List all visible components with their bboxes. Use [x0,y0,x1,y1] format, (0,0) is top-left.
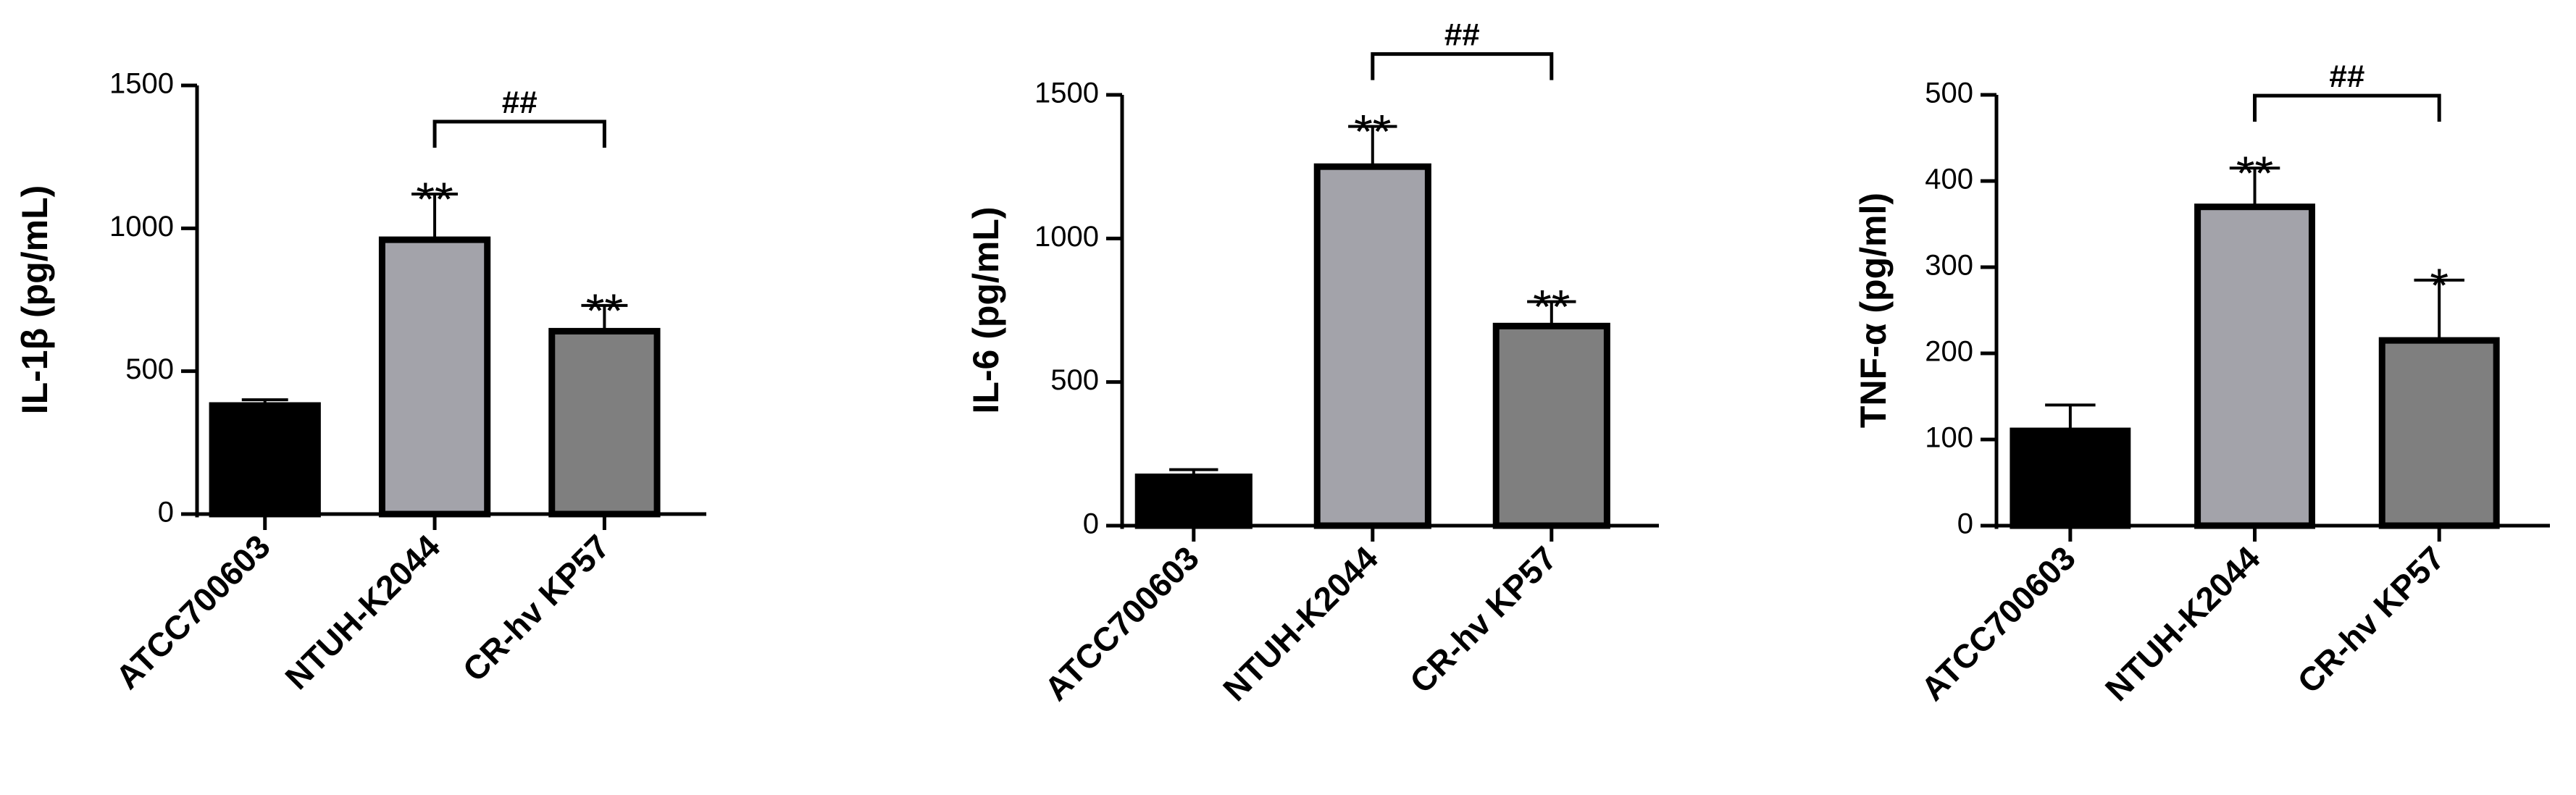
bar [2194,203,2315,529]
y-tick-label: 0 [158,497,174,529]
bar [1134,474,1253,529]
significance-label: * [2430,258,2449,312]
y-tick-label: 1000 [1034,221,1099,253]
y-tick-label: 1500 [109,68,174,100]
y-tick-label: 500 [1050,364,1099,396]
significance-label: ** [2236,146,2273,200]
y-axis-label: TNF-α (pg/ml) [1853,193,1894,428]
y-tick-label: 300 [1925,250,1973,282]
y-tick-label: 100 [1925,422,1973,454]
bar [378,236,491,518]
significance-label: ** [586,284,623,337]
x-tick-label: NTUH-K2044 [1216,539,1385,708]
comparison-bracket [1371,52,1554,80]
y-tick-label: 400 [1925,164,1973,195]
significance-label: ** [1354,105,1391,159]
x-tick-label: NTUH-K2044 [2098,539,2267,708]
bar [548,327,661,518]
comparison-label: ## [1444,17,1480,53]
y-tick-label: 200 [1925,336,1973,368]
bar [1492,322,1610,529]
significance-label: ** [416,172,453,226]
bar [1313,163,1431,529]
x-tick-label: NTUH-K2044 [277,527,447,697]
y-tick-label: 500 [1925,77,1973,109]
y-tick-label: 1000 [109,211,174,243]
bar [2010,427,2131,529]
bar [209,402,321,518]
y-axis-label: IL-1β (pg/mL) [14,185,55,415]
x-tick-label: ATCC700603 [109,527,277,696]
x-tick-label: ATCC700603 [1914,539,2083,707]
comparison-label: ## [502,85,538,120]
comparison-label: ## [2329,59,2364,94]
x-tick-label: CR-hv KP57 [2290,539,2451,700]
y-tick-label: 0 [1957,508,1973,540]
comparison-bracket [2253,93,2441,122]
bar [2378,337,2500,529]
x-tick-label: CR-hv KP57 [1402,539,1564,700]
significance-label: ** [1533,280,1570,334]
y-tick-label: 1500 [1034,77,1099,109]
y-tick-label: 0 [1083,508,1099,540]
comparison-bracket [432,119,606,148]
y-tick-label: 500 [125,353,174,385]
y-axis-label: IL-6 (pg/mL) [966,206,1006,413]
x-tick-label: CR-hv KP57 [456,527,617,689]
x-tick-label: ATCC700603 [1037,539,1206,707]
